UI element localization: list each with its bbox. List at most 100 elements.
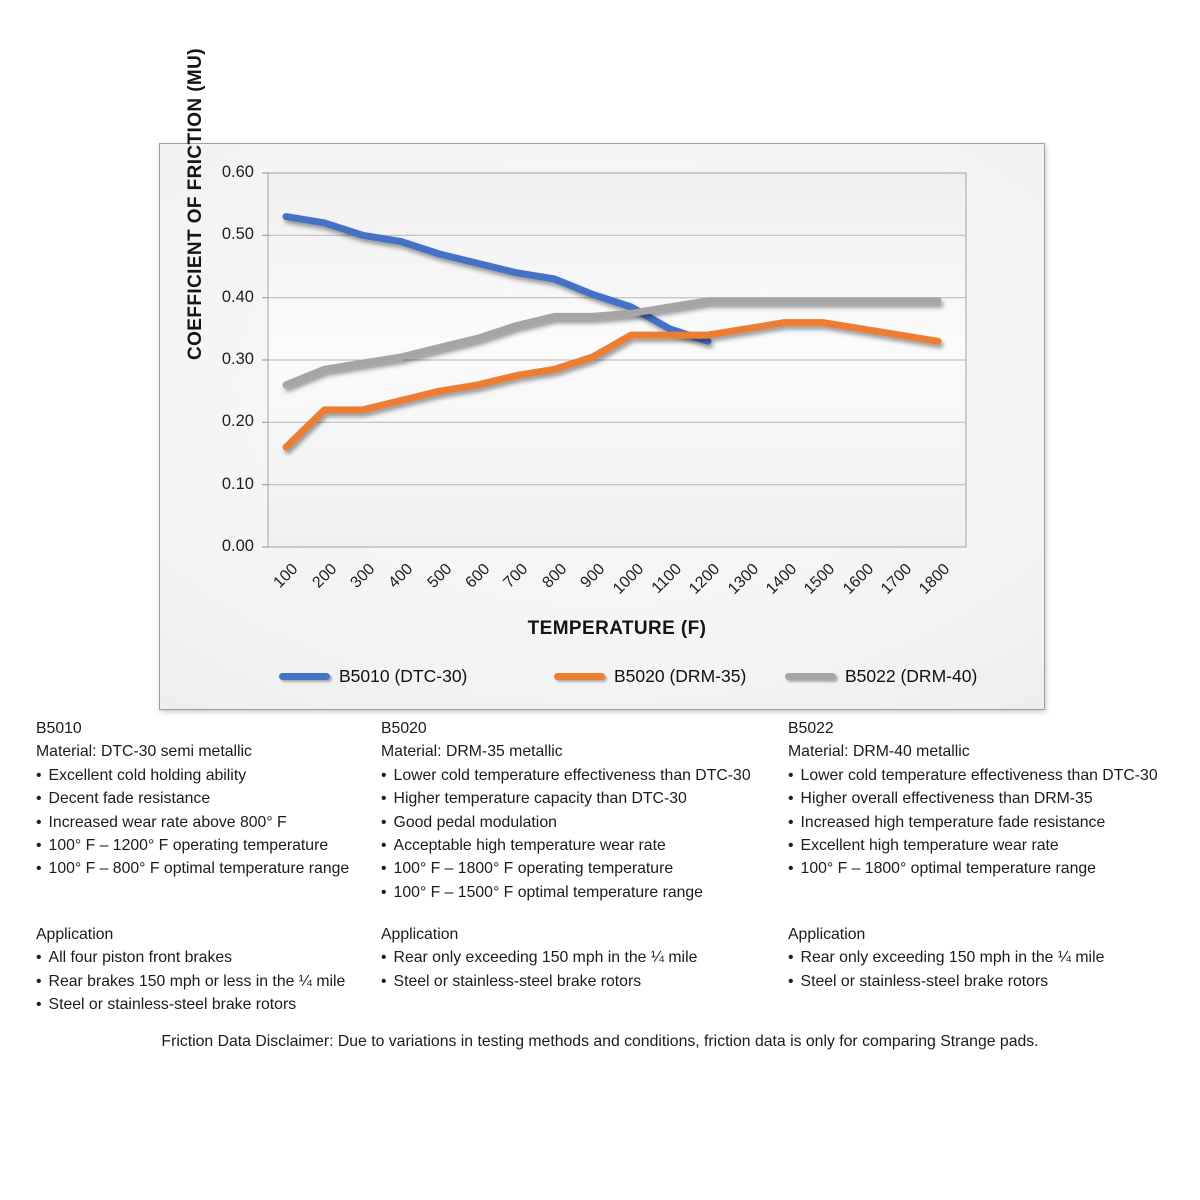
bullet-icon: • — [788, 972, 794, 990]
application-bullet-text: Rear brakes 150 mph or less in the ¼ mil… — [48, 972, 346, 990]
application-bullet-text: All four piston front brakes — [48, 949, 233, 967]
application-bullet: • Rear brakes 150 mph or less in the ¼ mi… — [36, 970, 345, 993]
spec-bullet-text: Good pedal modulation — [393, 813, 557, 831]
application-heading: Application — [788, 926, 866, 943]
line-chart — [262, 172, 967, 548]
pad-spec-b5022: B5022 Material: DRM-40 metallic • Lower c… — [788, 717, 1193, 1027]
spec-bullet-text: Excellent cold holding ability — [48, 766, 247, 784]
spec-bullet: • Lower cold temperature effectiveness th… — [381, 764, 786, 787]
legend-label: B5010 (DTC-30) — [339, 665, 468, 686]
spec-bullet-text: Lower cold temperature effectiveness tha… — [800, 766, 1158, 784]
plot-border — [267, 172, 967, 548]
application-bullet: • Steel or stainless-steel brake rotors — [36, 993, 345, 1016]
spec-bullet-text: Acceptable high temperature wear rate — [393, 837, 666, 855]
application-bullet: • Steel or stainless-steel brake rotors — [381, 970, 697, 993]
spec-bullet-text: Increased high temperature fade resistan… — [800, 813, 1106, 831]
bullet-icon: • — [36, 949, 42, 967]
bullet-icon: • — [788, 837, 794, 855]
spec-bullet: • Decent fade resistance — [36, 787, 386, 810]
chart-legend: B5010 (DTC-30) B5020 (DRM-35) B5022 (DRM… — [160, 664, 1044, 690]
bullet-icon: • — [36, 996, 42, 1014]
spec-bullet-text: Excellent high temperature wear rate — [800, 837, 1059, 855]
spec-bullet: • 100° F – 1800° optimal temperature rang… — [788, 857, 1193, 880]
bullet-icon: • — [381, 837, 387, 855]
bullet-icon: • — [36, 790, 42, 808]
spec-bullet-text: 100° F – 1500° F optimal temperature ran… — [393, 883, 703, 901]
application-block: Application • Rear only exceeding 150 mph… — [788, 923, 1104, 993]
pad-id: B5022 — [788, 720, 834, 737]
spec-bullet: • Acceptable high temperature wear rate — [381, 834, 786, 857]
spec-bullet: • 100° F – 1200° F operating temperature — [36, 834, 386, 857]
pad-id: B5010 — [36, 720, 82, 737]
application-bullet: • All four piston front brakes — [36, 946, 345, 969]
bullet-icon: • — [381, 790, 387, 808]
y-tick-label: 0.00 — [221, 537, 254, 555]
y-tick-label: 0.60 — [221, 163, 254, 181]
spec-bullet-text: 100° F – 800° F optimal temperature rang… — [48, 860, 350, 878]
bullet-icon: • — [36, 813, 42, 831]
spec-bullet: • 100° F – 800° F optimal temperature ran… — [36, 857, 386, 880]
legend-line-swatch-b5010 — [279, 672, 330, 680]
bullet-icon: • — [381, 766, 387, 784]
legend-item-b5022: B5022 (DRM-40) — [785, 664, 977, 688]
spec-bullet-text: Lower cold temperature effectiveness tha… — [393, 766, 751, 784]
application-bullet-text: Steel or stainless-steel brake rotors — [800, 972, 1049, 990]
spec-bullet: • 100° F – 1800° F operating temperature — [381, 857, 786, 880]
pad-spec-b5020: B5020 Material: DRM-35 metallic • Lower c… — [381, 717, 786, 1027]
spec-block: B5010 Material: DTC-30 semi metallic • Ex… — [36, 717, 386, 881]
spec-bullet-text: Increased wear rate above 800° F — [48, 813, 287, 831]
application-bullet: • Steel or stainless-steel brake rotors — [788, 970, 1104, 993]
bullet-icon: • — [381, 972, 387, 990]
spec-bullet-text: 100° F – 1200° F operating temperature — [48, 837, 329, 855]
x-axis-title: TEMPERATURE (F) — [527, 618, 707, 639]
pad-material: Material: DRM-40 metallic — [788, 743, 970, 761]
bullet-icon: • — [36, 837, 42, 855]
legend-label: B5022 (DRM-40) — [845, 665, 978, 686]
spec-bullet-text: 100° F – 1800° optimal temperature range — [800, 860, 1096, 878]
bullet-icon: • — [36, 766, 42, 784]
application-bullet-text: Steel or stainless-steel brake rotors — [48, 996, 297, 1014]
series-line-1 — [282, 319, 942, 451]
y-tick-label: 0.40 — [221, 287, 254, 306]
application-block: Application • Rear only exceeding 150 mph… — [381, 923, 697, 993]
y-tick-label: 0.20 — [221, 412, 254, 431]
series-line-2 — [282, 297, 942, 389]
application-block: Application • All four piston front brake… — [36, 923, 345, 1017]
pad-material: Material: DRM-35 metallic — [381, 743, 563, 761]
spec-bullet: • Higher temperature capacity than DTC-30 — [381, 787, 786, 810]
bullet-icon: • — [788, 790, 794, 808]
spec-bullet: • Excellent high temperature wear rate — [788, 834, 1193, 857]
application-bullet: • Rear only exceeding 150 mph in the ¼ mi… — [381, 946, 697, 969]
bullet-icon: • — [36, 972, 42, 990]
bullet-icon: • — [36, 860, 42, 878]
bullet-icon: • — [381, 860, 387, 878]
bullet-icon: • — [788, 813, 794, 831]
application-bullet-text: Rear only exceeding 150 mph in the ¼ mil… — [800, 949, 1105, 967]
bullet-icon: • — [381, 883, 387, 901]
spec-bullet: • Increased wear rate above 800° F — [36, 811, 386, 834]
legend-item-b5020: B5020 (DRM-35) — [554, 664, 746, 688]
legend-line-swatch-b5022 — [785, 672, 836, 680]
bullet-icon: • — [381, 949, 387, 967]
bullet-icon: • — [788, 766, 794, 784]
pad-id: B5020 — [381, 720, 427, 737]
legend-label: B5020 (DRM-35) — [614, 665, 747, 686]
spec-bullet-text: 100° F – 1800° F operating temperature — [393, 860, 674, 878]
application-heading: Application — [381, 926, 459, 943]
spec-block: B5020 Material: DRM-35 metallic • Lower c… — [381, 717, 786, 904]
spec-bullet-text: Higher temperature capacity than DTC-30 — [393, 790, 687, 808]
spec-bullet: • Excellent cold holding ability — [36, 764, 386, 787]
legend-line-swatch-b5020 — [554, 672, 605, 680]
spec-bullet: • Good pedal modulation — [381, 811, 786, 834]
spec-bullet: • Higher overall effectiveness than DRM-3… — [788, 787, 1193, 810]
spec-block: B5022 Material: DRM-40 metallic • Lower c… — [788, 717, 1193, 881]
pad-spec-b5010: B5010 Material: DTC-30 semi metallic • Ex… — [36, 717, 386, 1027]
application-heading: Application — [36, 926, 114, 943]
application-bullet-text: Rear only exceeding 150 mph in the ¼ mil… — [393, 949, 698, 967]
spec-bullet-text: Higher overall effectiveness than DRM-35 — [800, 790, 1093, 808]
disclaimer-text: Friction Data Disclaimer: Due to variati… — [161, 1033, 1039, 1050]
y-tick-label: 0.30 — [221, 350, 254, 368]
bullet-icon: • — [788, 949, 794, 967]
bullet-icon: • — [788, 860, 794, 878]
